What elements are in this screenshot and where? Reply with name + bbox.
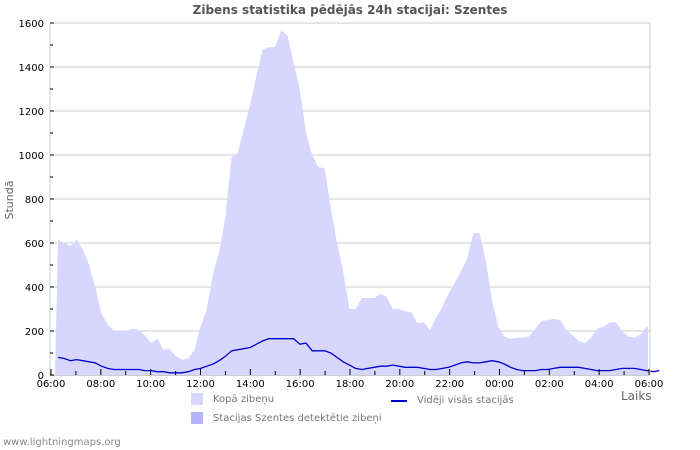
legend-swatch-average: [391, 399, 407, 402]
legend-item-total: Kopā zibeņu: [191, 393, 274, 405]
svg-text:20:00: 20:00: [385, 379, 414, 390]
svg-text:00:00: 00:00: [485, 379, 514, 390]
x-axis: 06:00 08:00 10:00 12:00 14:00 16:00 18:00 20:00…: [37, 369, 664, 390]
svg-text:400: 400: [25, 283, 44, 294]
svg-text:800: 800: [25, 195, 44, 206]
legend-item-average: Vidēji visās stacijās: [391, 395, 514, 406]
svg-text:1600: 1600: [19, 19, 44, 30]
svg-text:08:00: 08:00: [86, 379, 115, 390]
legend-label-total: Kopā zibeņu: [213, 393, 275, 405]
total-strikes-area: [55, 30, 648, 375]
svg-text:12:00: 12:00: [186, 379, 215, 390]
svg-text:0: 0: [38, 371, 44, 382]
svg-text:06:00: 06:00: [635, 379, 664, 390]
legend-item-station: Stacijas Szentes detektētie zibeņi: [191, 412, 382, 424]
grid-lines: [50, 22, 650, 332]
footer-source: www.lightningmaps.org: [3, 437, 121, 448]
y-axis-title: Stundā: [3, 181, 16, 220]
svg-text:04:00: 04:00: [585, 379, 614, 390]
svg-text:02:00: 02:00: [535, 379, 564, 390]
legend-swatch-station: [191, 412, 203, 424]
chart-title: Zibens statistika pēdējās 24h stacijai: …: [192, 3, 508, 17]
legend-label-average: Vidēji visās stacijās: [417, 395, 514, 406]
svg-text:16:00: 16:00: [286, 379, 315, 390]
svg-text:18:00: 18:00: [336, 379, 365, 390]
average-line: [57, 338, 660, 374]
svg-text:14:00: 14:00: [236, 379, 265, 390]
svg-text:600: 600: [25, 239, 44, 250]
svg-text:22:00: 22:00: [435, 379, 464, 390]
y-axis: 0 200 400 600 800 1000 1200 1400 1600: [19, 19, 54, 382]
legend-swatch-total: [191, 393, 203, 405]
svg-text:1000: 1000: [19, 151, 44, 162]
svg-text:10:00: 10:00: [136, 379, 165, 390]
x-axis-title: Laiks: [621, 389, 652, 403]
legend-label-station: Stacijas Szentes detektētie zibeņi: [213, 412, 382, 424]
svg-text:1200: 1200: [19, 107, 44, 118]
svg-text:200: 200: [25, 327, 44, 338]
svg-text:1400: 1400: [19, 63, 44, 74]
svg-text:06:00: 06:00: [37, 379, 66, 390]
